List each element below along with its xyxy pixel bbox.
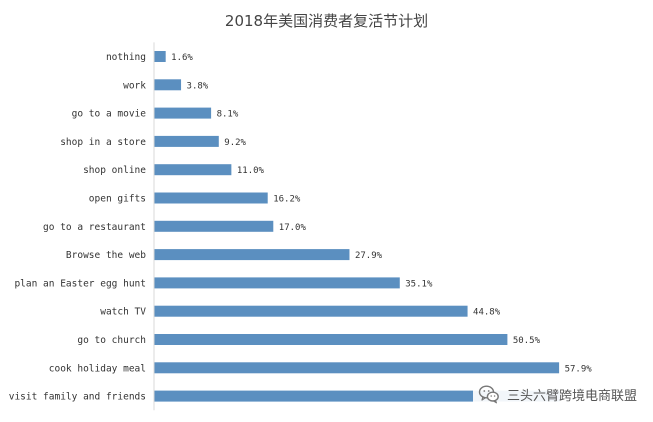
category-label-cook-holiday-meal: cook holiday meal: [49, 363, 146, 374]
bar-shop-online: [154, 164, 232, 176]
value-label-shop-online: 11.0%: [237, 166, 265, 176]
bar-open-gifts: [154, 192, 268, 204]
value-label-go-to-a-restaurant: 17.0%: [279, 223, 307, 233]
value-label-work: 3.8%: [187, 81, 209, 91]
category-label-work: work: [123, 80, 146, 91]
bar-go-to-a-movie: [154, 107, 212, 119]
bar-go-to-church: [154, 334, 508, 345]
value-label-plan-an-easter-egg-hunt: 35.1%: [405, 279, 433, 289]
category-label-watch-tv: watch TV: [100, 307, 146, 318]
category-label-shop-in-a-store: shop in a store: [60, 137, 146, 148]
category-label-browse-the-web: Browse the web: [66, 250, 146, 261]
bar-work: [154, 79, 182, 91]
watermark-text: 三头六臂跨境电商联盟: [506, 388, 637, 404]
category-label-visit-family-and-friends: visit family and friends: [9, 392, 146, 403]
bar-go-to-a-restaurant: [154, 220, 274, 232]
value-label-nothing: 1.6%: [171, 53, 193, 63]
value-label-go-to-church: 50.5%: [513, 336, 541, 346]
bar-browse-the-web: [154, 249, 350, 261]
value-label-cook-holiday-meal: 57.9%: [565, 364, 593, 374]
category-label-go-to-church: go to church: [77, 335, 146, 346]
category-label-go-to-a-restaurant: go to a restaurant: [43, 222, 146, 233]
category-label-open-gifts: open gifts: [89, 194, 146, 205]
value-label-open-gifts: 16.2%: [273, 195, 301, 205]
bar-nothing: [154, 51, 166, 62]
watermark: 三头六臂跨境电商联盟: [472, 378, 643, 410]
category-label-plan-an-easter-egg-hunt: plan an Easter egg hunt: [14, 278, 146, 289]
chart-title: 2018年美国消费者复活节计划: [224, 12, 429, 30]
bar-shop-in-a-store: [154, 135, 219, 147]
value-label-go-to-a-movie: 8.1%: [217, 110, 239, 120]
category-label-nothing: nothing: [106, 52, 146, 63]
wechat-icon: [478, 385, 499, 404]
bar-watch-tv: [154, 305, 468, 317]
bar-plan-an-easter-egg-hunt: [154, 277, 400, 289]
bar-cook-holiday-meal: [154, 362, 560, 374]
category-label-shop-online: shop online: [83, 165, 146, 176]
value-label-watch-tv: 44.8%: [473, 308, 501, 318]
value-label-shop-in-a-store: 9.2%: [224, 138, 246, 148]
value-label-browse-the-web: 27.9%: [355, 251, 383, 261]
bar-visit-family-and-friends: [154, 390, 560, 402]
category-label-go-to-a-movie: go to a movie: [72, 109, 147, 120]
